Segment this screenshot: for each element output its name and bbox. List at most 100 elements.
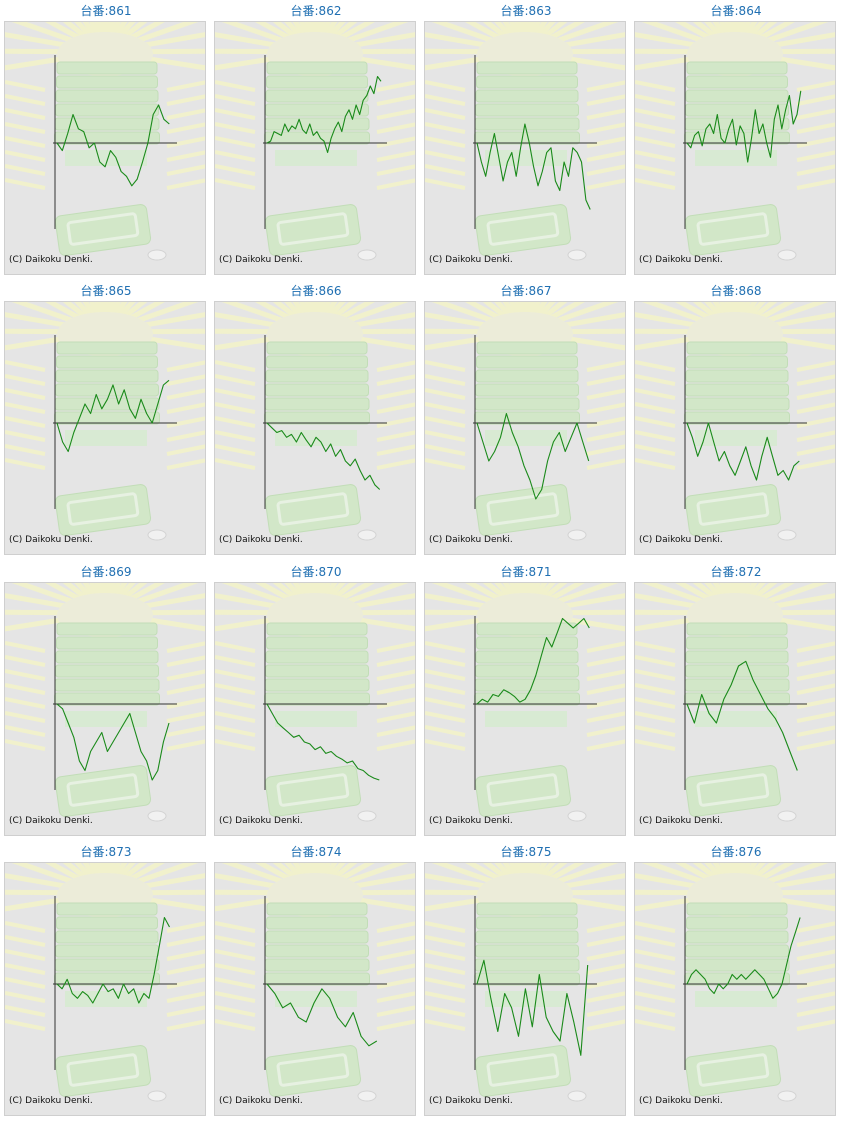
slump-graph: [215, 22, 415, 261]
slump-graph: [635, 22, 835, 261]
slump-line: [686, 660, 798, 771]
machine-graph-cell: 台番:876 (C) Daikoku Denki.: [631, 841, 841, 1121]
machine-graph-cell: 台番:866 (C) Daikoku Denki.: [211, 280, 421, 560]
watermark-machine-logo: [425, 22, 625, 261]
slump-graph: [635, 863, 835, 1102]
watermark-machine-logo: [5, 863, 205, 1102]
machine-graph-cell: 台番:875 (C) Daikoku Denki.: [421, 841, 631, 1121]
slump-graph-card: (C) Daikoku Denki.: [4, 582, 206, 836]
copyright-text: (C) Daikoku Denki.: [9, 816, 93, 826]
slump-line: [266, 983, 378, 1047]
machine-number-title[interactable]: 台番:874: [290, 845, 342, 859]
copyright-text: (C) Daikoku Denki.: [429, 535, 513, 545]
slump-line: [686, 917, 801, 999]
watermark-machine-logo: [635, 583, 835, 822]
slump-graph-card: (C) Daikoku Denki.: [424, 582, 626, 836]
machine-number-title[interactable]: 台番:862: [290, 4, 342, 18]
copyright-text: (C) Daikoku Denki.: [429, 255, 513, 265]
slump-graph-card: (C) Daikoku Denki.: [4, 862, 206, 1116]
machine-number-title[interactable]: 台番:872: [710, 565, 762, 579]
slump-graph-card: (C) Daikoku Denki.: [4, 301, 206, 555]
machine-number-title[interactable]: 台番:873: [80, 845, 132, 859]
machine-number-title[interactable]: 台番:868: [710, 284, 762, 298]
machine-graph-cell: 台番:868 (C) Daikoku Denki.: [631, 280, 841, 560]
slump-line: [266, 422, 381, 490]
slump-graph-card: (C) Daikoku Denki.: [4, 21, 206, 275]
machine-number-title[interactable]: 台番:870: [290, 565, 342, 579]
machine-graph-cell: 台番:872 (C) Daikoku Denki.: [631, 561, 841, 841]
watermark-machine-logo: [5, 302, 205, 541]
slump-graph: [635, 302, 835, 541]
machine-number-title[interactable]: 台番:867: [500, 284, 552, 298]
copyright-text: (C) Daikoku Denki.: [219, 255, 303, 265]
copyright-text: (C) Daikoku Denki.: [9, 535, 93, 545]
copyright-text: (C) Daikoku Denki.: [219, 1096, 303, 1106]
machine-graph-cell: 台番:863 (C) Daikoku Denki.: [421, 0, 631, 280]
slump-graph: [425, 863, 625, 1102]
machine-number-title[interactable]: 台番:871: [500, 565, 552, 579]
machine-number-title[interactable]: 台番:863: [500, 4, 552, 18]
slump-graph-card: (C) Daikoku Denki.: [214, 301, 416, 555]
slump-graph: [215, 863, 415, 1102]
machine-graph-cell: 台番:864 (C) Daikoku Denki.: [631, 0, 841, 280]
slump-graph: [5, 22, 205, 261]
machine-number-title[interactable]: 台番:864: [710, 4, 762, 18]
slump-graph: [5, 302, 205, 541]
machine-graph-cell: 台番:867 (C) Daikoku Denki.: [421, 280, 631, 560]
machine-graph-cell: 台番:862 (C) Daikoku Denki.: [211, 0, 421, 280]
slump-graph: [215, 302, 415, 541]
slump-line: [476, 617, 590, 705]
slump-graph-card: (C) Daikoku Denki.: [424, 301, 626, 555]
slump-graph-card: (C) Daikoku Denki.: [634, 301, 836, 555]
slump-graph-card: (C) Daikoku Denki.: [634, 862, 836, 1116]
slump-graph-card: (C) Daikoku Denki.: [634, 582, 836, 836]
copyright-text: (C) Daikoku Denki.: [639, 535, 723, 545]
watermark-machine-logo: [215, 22, 415, 261]
slump-graph: [5, 863, 205, 1102]
slump-graph: [425, 22, 625, 261]
slump-line: [686, 90, 802, 163]
watermark-machine-logo: [215, 583, 415, 822]
machine-number-title[interactable]: 台番:866: [290, 284, 342, 298]
slump-line: [266, 703, 380, 781]
machine-number-title[interactable]: 台番:876: [710, 845, 762, 859]
watermark-machine-logo: [215, 302, 415, 541]
machine-graph-cell: 台番:873 (C) Daikoku Denki.: [1, 841, 211, 1121]
slump-line: [686, 422, 800, 481]
watermark-machine-logo: [215, 863, 415, 1102]
watermark-machine-logo: [635, 302, 835, 541]
slump-line: [56, 104, 170, 187]
slump-graph-card: (C) Daikoku Denki.: [214, 582, 416, 836]
machine-graph-cell: 台番:865 (C) Daikoku Denki.: [1, 280, 211, 560]
watermark-machine-logo: [635, 22, 835, 261]
copyright-text: (C) Daikoku Denki.: [9, 255, 93, 265]
slump-graph-card: (C) Daikoku Denki.: [424, 862, 626, 1116]
copyright-text: (C) Daikoku Denki.: [429, 816, 513, 826]
slump-graph-card: (C) Daikoku Denki.: [634, 21, 836, 275]
slump-line: [476, 959, 589, 1056]
slump-line: [476, 412, 590, 500]
slump-graph: [635, 583, 835, 822]
copyright-text: (C) Daikoku Denki.: [219, 816, 303, 826]
watermark-machine-logo: [635, 863, 835, 1102]
slump-line: [266, 75, 382, 154]
machine-number-title[interactable]: 台番:865: [80, 284, 132, 298]
slump-graph: [5, 583, 205, 822]
watermark-machine-logo: [425, 583, 625, 822]
machine-graph-cell: 台番:874 (C) Daikoku Denki.: [211, 841, 421, 1121]
watermark-machine-logo: [425, 863, 625, 1102]
slump-line: [56, 703, 170, 781]
slump-graph-card: (C) Daikoku Denki.: [214, 862, 416, 1116]
slump-graph-card: (C) Daikoku Denki.: [214, 21, 416, 275]
machine-number-title[interactable]: 台番:875: [500, 845, 552, 859]
copyright-text: (C) Daikoku Denki.: [639, 816, 723, 826]
machine-number-title[interactable]: 台番:869: [80, 565, 132, 579]
slump-graph: [425, 302, 625, 541]
copyright-text: (C) Daikoku Denki.: [9, 1096, 93, 1106]
slump-graph: [425, 583, 625, 822]
machine-graph-cell: 台番:871 (C) Daikoku Denki.: [421, 561, 631, 841]
slump-line: [476, 123, 591, 210]
slump-line: [56, 916, 170, 1004]
machine-number-title[interactable]: 台番:861: [80, 4, 132, 18]
slump-graph-card: (C) Daikoku Denki.: [424, 21, 626, 275]
